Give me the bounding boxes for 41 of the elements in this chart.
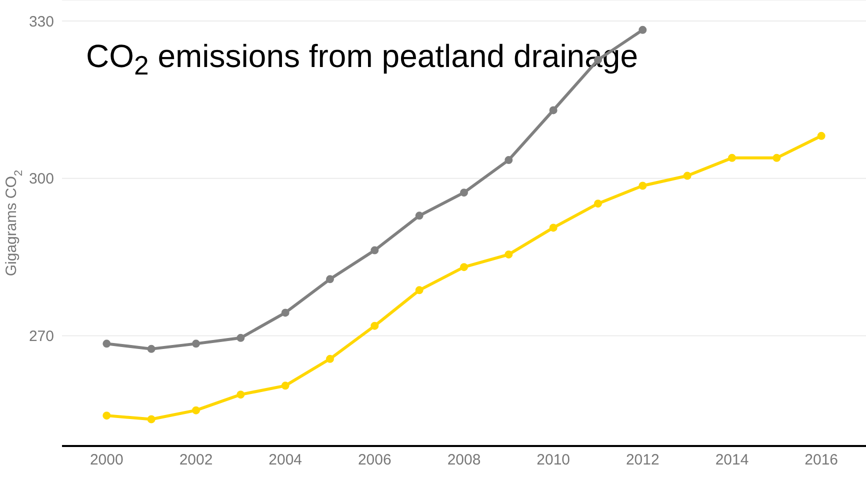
point: [192, 340, 200, 348]
x-tick-label: 2012: [626, 452, 660, 469]
y-tick-label: 300: [28, 170, 54, 188]
point: [147, 415, 156, 424]
x-tick-label: 2008: [447, 452, 481, 469]
x-tick-label: 2000: [90, 452, 124, 469]
x-tick-label: 2006: [358, 452, 392, 469]
y-tick-label: 330: [28, 13, 54, 30]
point: [102, 340, 111, 348]
point: [504, 156, 513, 164]
point: [638, 26, 647, 34]
point: [638, 182, 647, 190]
x-tick-label: 2010: [536, 452, 570, 469]
point: [683, 172, 692, 180]
point: [102, 412, 111, 420]
point: [281, 308, 290, 317]
point: [460, 188, 468, 197]
point: [817, 132, 826, 140]
point: [326, 275, 334, 284]
point: [236, 334, 245, 342]
point: [326, 354, 334, 363]
point: [728, 154, 736, 162]
x-tick-label: 2002: [179, 452, 213, 469]
point: [370, 246, 379, 254]
point: [415, 212, 424, 220]
point: [236, 390, 245, 399]
x-tick-label: 2004: [268, 452, 302, 469]
point: [549, 224, 558, 232]
y-tick-label: 270: [28, 328, 54, 346]
point: [549, 106, 558, 114]
point: [772, 154, 781, 162]
point: [415, 286, 424, 294]
point: [147, 344, 156, 353]
point: [281, 382, 290, 390]
point: [192, 406, 200, 414]
x-tick-label: 2016: [804, 452, 838, 469]
x-tick-label: 2014: [715, 452, 749, 469]
point: [460, 263, 468, 272]
point: [504, 250, 513, 258]
point: [370, 322, 379, 330]
point: [594, 200, 602, 208]
